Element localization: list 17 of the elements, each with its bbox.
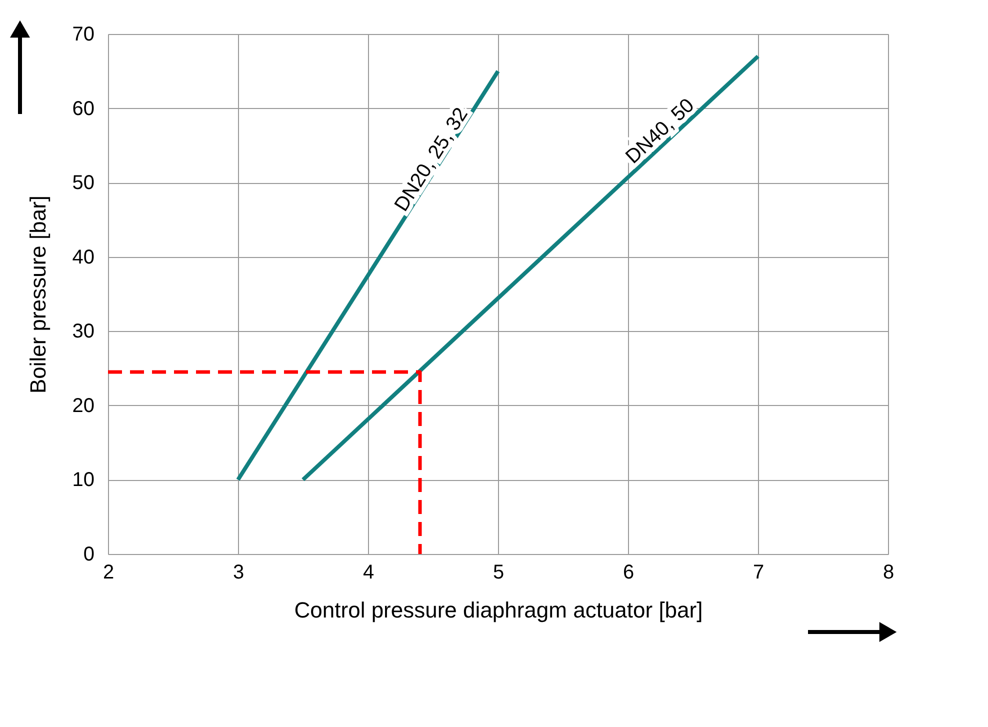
y-tick-label: 70 (72, 24, 94, 46)
y-axis-title: Boiler pressure [bar] (25, 195, 50, 394)
y-tick-label: 60 (72, 98, 94, 120)
x-tick-label: 7 (752, 562, 764, 584)
y-tick-label: 30 (72, 320, 94, 343)
y-tick-label: 10 (72, 469, 94, 492)
y-tick-label: 0 (83, 544, 94, 566)
y-tick-label: 50 (72, 172, 94, 194)
x-tick-label: 4 (362, 562, 374, 584)
x-axis-title: Control pressure diaphragm actuator [bar] (294, 598, 703, 622)
x-tick-label: 2 (102, 562, 114, 584)
x-tick-label: 6 (622, 562, 634, 584)
y-tick-label: 20 (72, 394, 94, 417)
x-tick-label: 3 (232, 562, 244, 584)
y-tick-label: 40 (72, 246, 94, 268)
x-tick-label: 5 (492, 562, 504, 584)
x-tick-label: 8 (882, 562, 894, 584)
